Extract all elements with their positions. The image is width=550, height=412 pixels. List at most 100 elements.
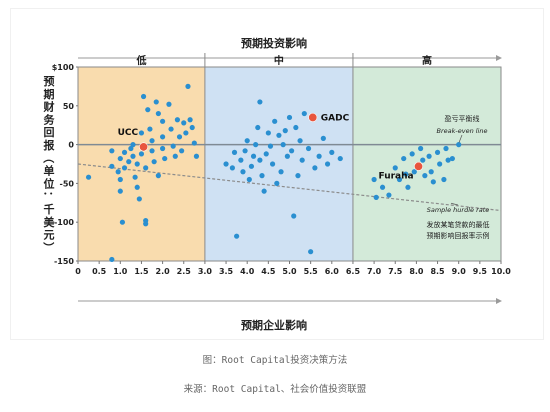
data-point: [265, 130, 271, 136]
x-tick-label: 5.0: [282, 267, 297, 276]
data-point: [109, 256, 115, 263]
data-point: [405, 184, 411, 190]
data-point: [143, 165, 149, 171]
data-point: [229, 165, 235, 171]
data-point: [441, 176, 447, 183]
break-even-label-zh: 盈亏平衡线: [445, 114, 480, 123]
highlight-label-ucc: UCC: [118, 128, 139, 138]
y-axis-label-char: 财: [43, 100, 55, 114]
data-point: [128, 145, 134, 152]
highlight-point-ucc: [139, 142, 149, 152]
y-axis-label-char: 元: [44, 229, 55, 242]
y-axis-label-char: 位: [44, 176, 55, 190]
data-point: [284, 153, 290, 159]
data-point: [305, 145, 312, 152]
data-point: [316, 153, 322, 159]
data-point: [166, 101, 172, 107]
data-point: [172, 153, 178, 159]
data-point: [329, 149, 335, 155]
data-point: [392, 165, 398, 171]
data-point: [160, 134, 166, 140]
x-tick-label: 1.0: [113, 267, 128, 276]
x-tick-label: 7.0: [367, 267, 382, 276]
break-even-label-en: Break-even line: [437, 127, 488, 135]
data-point: [269, 161, 276, 167]
data-point: [379, 184, 386, 190]
data-point: [428, 169, 434, 175]
x-tick-label: 9.5: [473, 267, 488, 276]
data-point: [168, 126, 174, 132]
data-point: [134, 161, 140, 167]
data-point: [160, 118, 166, 124]
data-point: [246, 176, 252, 183]
highlight-label-gadc: GADC: [321, 113, 350, 123]
data-point: [185, 83, 191, 89]
data-point: [240, 169, 246, 175]
data-point: [297, 138, 303, 144]
data-point: [85, 174, 92, 180]
x-tick-label: 3.5: [219, 267, 234, 276]
data-point: [134, 184, 140, 190]
hurdle-label-zh-1: 预期影响回报率示例: [427, 231, 490, 240]
data-point: [437, 161, 443, 167]
data-point: [274, 180, 280, 186]
data-point: [401, 155, 407, 162]
data-point: [119, 219, 126, 225]
data-point: [280, 142, 286, 148]
data-point: [445, 157, 451, 163]
y-axis-label-char: 期: [44, 87, 55, 101]
y-axis-label-char: 千: [44, 202, 55, 216]
data-point: [179, 148, 185, 154]
data-point: [282, 128, 288, 134]
y-axis-label-char: 美: [44, 215, 56, 229]
data-point: [371, 176, 377, 183]
data-point: [418, 145, 424, 152]
data-point: [183, 130, 189, 136]
data-point: [426, 153, 432, 159]
hurdle-label-zh-0: 发放某笔贷款的最低: [427, 220, 490, 229]
x-tick-label: 0.5: [92, 267, 107, 276]
x-tick-label: 8.0: [409, 267, 424, 276]
x-tick-label: 4.0: [240, 267, 255, 276]
data-point: [191, 140, 197, 146]
data-point: [126, 159, 132, 165]
y-axis-label-char: ）: [42, 242, 55, 253]
highlight-label-furaha: Furaha: [379, 171, 414, 181]
data-point: [255, 124, 261, 131]
data-point: [130, 153, 136, 159]
highlight-point-gadc: [308, 112, 318, 122]
data-point: [147, 126, 153, 132]
data-point: [420, 157, 426, 163]
data-point: [242, 148, 248, 154]
data-point: [151, 159, 157, 165]
data-point: [244, 138, 250, 144]
data-point: [149, 148, 155, 154]
x-tick-label: 6.0: [325, 267, 340, 276]
data-point: [409, 151, 415, 157]
hurdle-callout: [450, 202, 459, 206]
x-tick-label: 1.5: [134, 267, 149, 276]
x-tick-label: 10.0: [491, 267, 511, 276]
x-tick-label: 5.5: [304, 267, 319, 276]
data-point: [267, 143, 274, 149]
zone-label-2: 高: [422, 54, 432, 67]
data-point: [109, 148, 115, 154]
data-point: [155, 110, 161, 117]
data-point: [223, 161, 229, 167]
data-point: [278, 169, 284, 175]
data-point: [176, 134, 183, 140]
data-point: [272, 118, 278, 124]
x-tick-label: 7.5: [388, 267, 403, 276]
data-point: [373, 194, 379, 200]
data-point: [181, 120, 187, 126]
data-point: [174, 117, 181, 123]
data-point: [449, 155, 455, 162]
chart-title: 预期投资影响: [241, 36, 307, 50]
data-point: [257, 157, 263, 163]
x-tick-label: 8.5: [430, 267, 445, 276]
data-point: [434, 149, 441, 155]
data-point: [121, 165, 128, 171]
data-point: [261, 188, 267, 194]
data-point: [231, 149, 238, 155]
